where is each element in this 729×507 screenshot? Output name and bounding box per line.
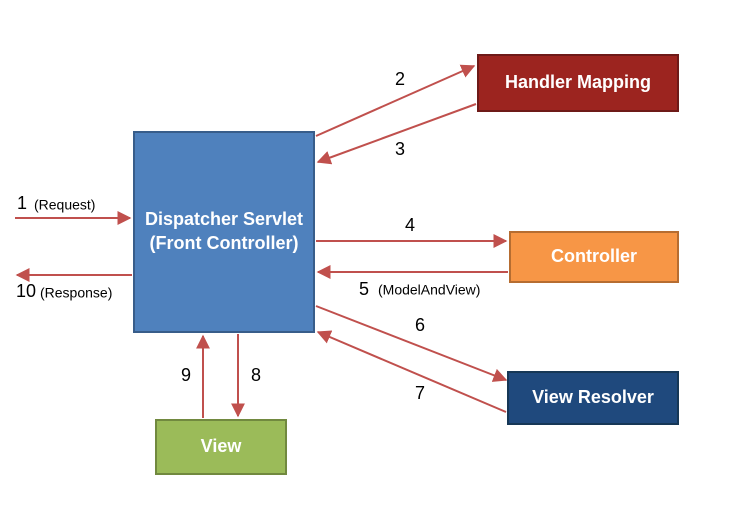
edge-sublabel-e5: (ModelAndView) bbox=[378, 282, 480, 298]
node-label-handler_mapping: Handler Mapping bbox=[505, 72, 651, 92]
edge-label-e3: 3 bbox=[395, 139, 405, 159]
node-view_resolver: View Resolver bbox=[508, 372, 678, 424]
edge-label-e2: 2 bbox=[395, 69, 405, 89]
edge-label-req: 1 bbox=[17, 193, 27, 213]
node-dispatcher: Dispatcher Servlet (Front Controller) bbox=[134, 132, 314, 332]
edge-sublabel-req: (Request) bbox=[34, 197, 95, 213]
node-handler_mapping: Handler Mapping bbox=[478, 55, 678, 111]
edge-label-e7: 7 bbox=[415, 383, 425, 403]
edge-label-e9: 9 bbox=[181, 365, 191, 385]
node-label-view_resolver: View Resolver bbox=[532, 387, 654, 407]
node-label2-dispatcher: (Front Controller) bbox=[150, 233, 299, 253]
edge-label-e5: 5 bbox=[359, 279, 369, 299]
node-label-controller: Controller bbox=[551, 246, 637, 266]
node-view: View bbox=[156, 420, 286, 474]
edge-label-e4: 4 bbox=[405, 215, 415, 235]
node-label1-dispatcher: Dispatcher Servlet bbox=[145, 209, 303, 229]
node-label-view: View bbox=[201, 436, 243, 456]
edge-sublabel-resp: (Response) bbox=[40, 285, 112, 301]
edge-label-e6: 6 bbox=[415, 315, 425, 335]
node-controller: Controller bbox=[510, 232, 678, 282]
edge-label-e8: 8 bbox=[251, 365, 261, 385]
edge-label-resp: 10 bbox=[16, 281, 36, 301]
